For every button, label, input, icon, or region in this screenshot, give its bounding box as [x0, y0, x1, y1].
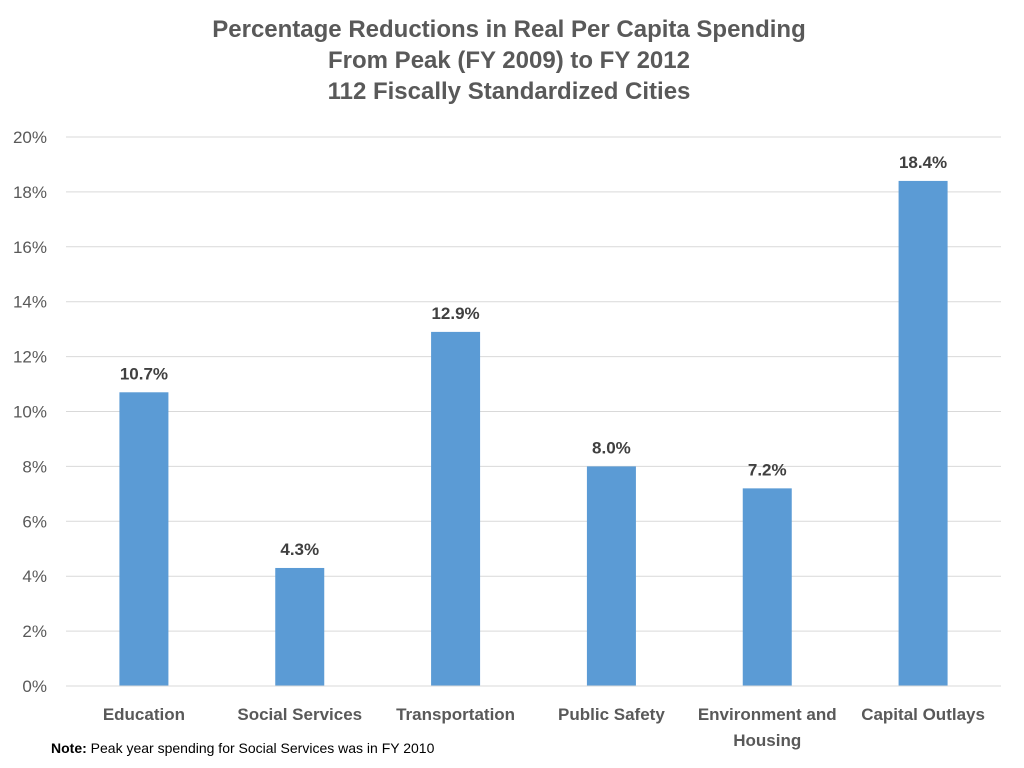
- bar: [586, 466, 636, 686]
- bar: [898, 180, 948, 687]
- note-label: Note:: [51, 740, 87, 756]
- y-tick-label: 4%: [22, 567, 47, 586]
- data-label: 4.3%: [280, 540, 319, 559]
- y-tick-label: 10%: [13, 403, 47, 422]
- gridlines: [66, 136, 1001, 632]
- chart-title-line-3: 112 Fiscally Standardized Cities: [327, 78, 691, 105]
- bars: [119, 180, 948, 687]
- y-axis-ticks: 0% 2% 4% 6% 8% 10% 12% 14% 16% 18% 20%: [13, 128, 47, 696]
- x-tick-label: Education: [103, 705, 185, 724]
- chart-note: Note: Peak year spending for Social Serv…: [51, 740, 434, 756]
- x-tick-label: Social Services: [237, 705, 362, 724]
- data-label: 18.4%: [899, 153, 947, 172]
- y-tick-label: 8%: [22, 457, 47, 476]
- y-tick-label: 16%: [13, 238, 47, 257]
- y-tick-label: 18%: [13, 183, 47, 202]
- data-label: 7.2%: [748, 460, 787, 479]
- data-label: 8.0%: [592, 438, 631, 457]
- y-tick-label: 20%: [13, 128, 47, 147]
- x-tick-label: Environment and Housing: [698, 705, 837, 750]
- y-tick-label: 14%: [13, 293, 47, 312]
- bar: [119, 392, 169, 686]
- bar: [431, 331, 481, 686]
- x-axis-labels: Education Social Services Transportation Pu…: [103, 705, 985, 750]
- bar: [275, 567, 325, 686]
- data-label: 12.9%: [431, 304, 479, 323]
- chart-title: Percentage Reductions in Real Per Capita…: [0, 14, 1018, 107]
- data-label: 10.7%: [120, 364, 168, 383]
- note-text: Peak year spending for Social Services w…: [86, 740, 435, 756]
- x-tick-label: Public Safety: [558, 705, 665, 724]
- chart-title-line-1: Percentage Reductions in Real Per Capita…: [212, 16, 806, 43]
- y-tick-label: 12%: [13, 348, 47, 367]
- y-tick-label: 6%: [22, 512, 47, 531]
- x-tick-label: Capital Outlays: [861, 705, 985, 724]
- chart-title-line-2: From Peak (FY 2009) to FY 2012: [328, 47, 690, 74]
- y-tick-label: 2%: [22, 622, 47, 641]
- x-tick-label: Transportation: [396, 705, 515, 724]
- data-labels: 10.7% 4.3% 12.9% 8.0% 7.2% 18.4%: [120, 153, 947, 559]
- bar: [742, 488, 792, 686]
- y-tick-label: 0%: [22, 677, 47, 696]
